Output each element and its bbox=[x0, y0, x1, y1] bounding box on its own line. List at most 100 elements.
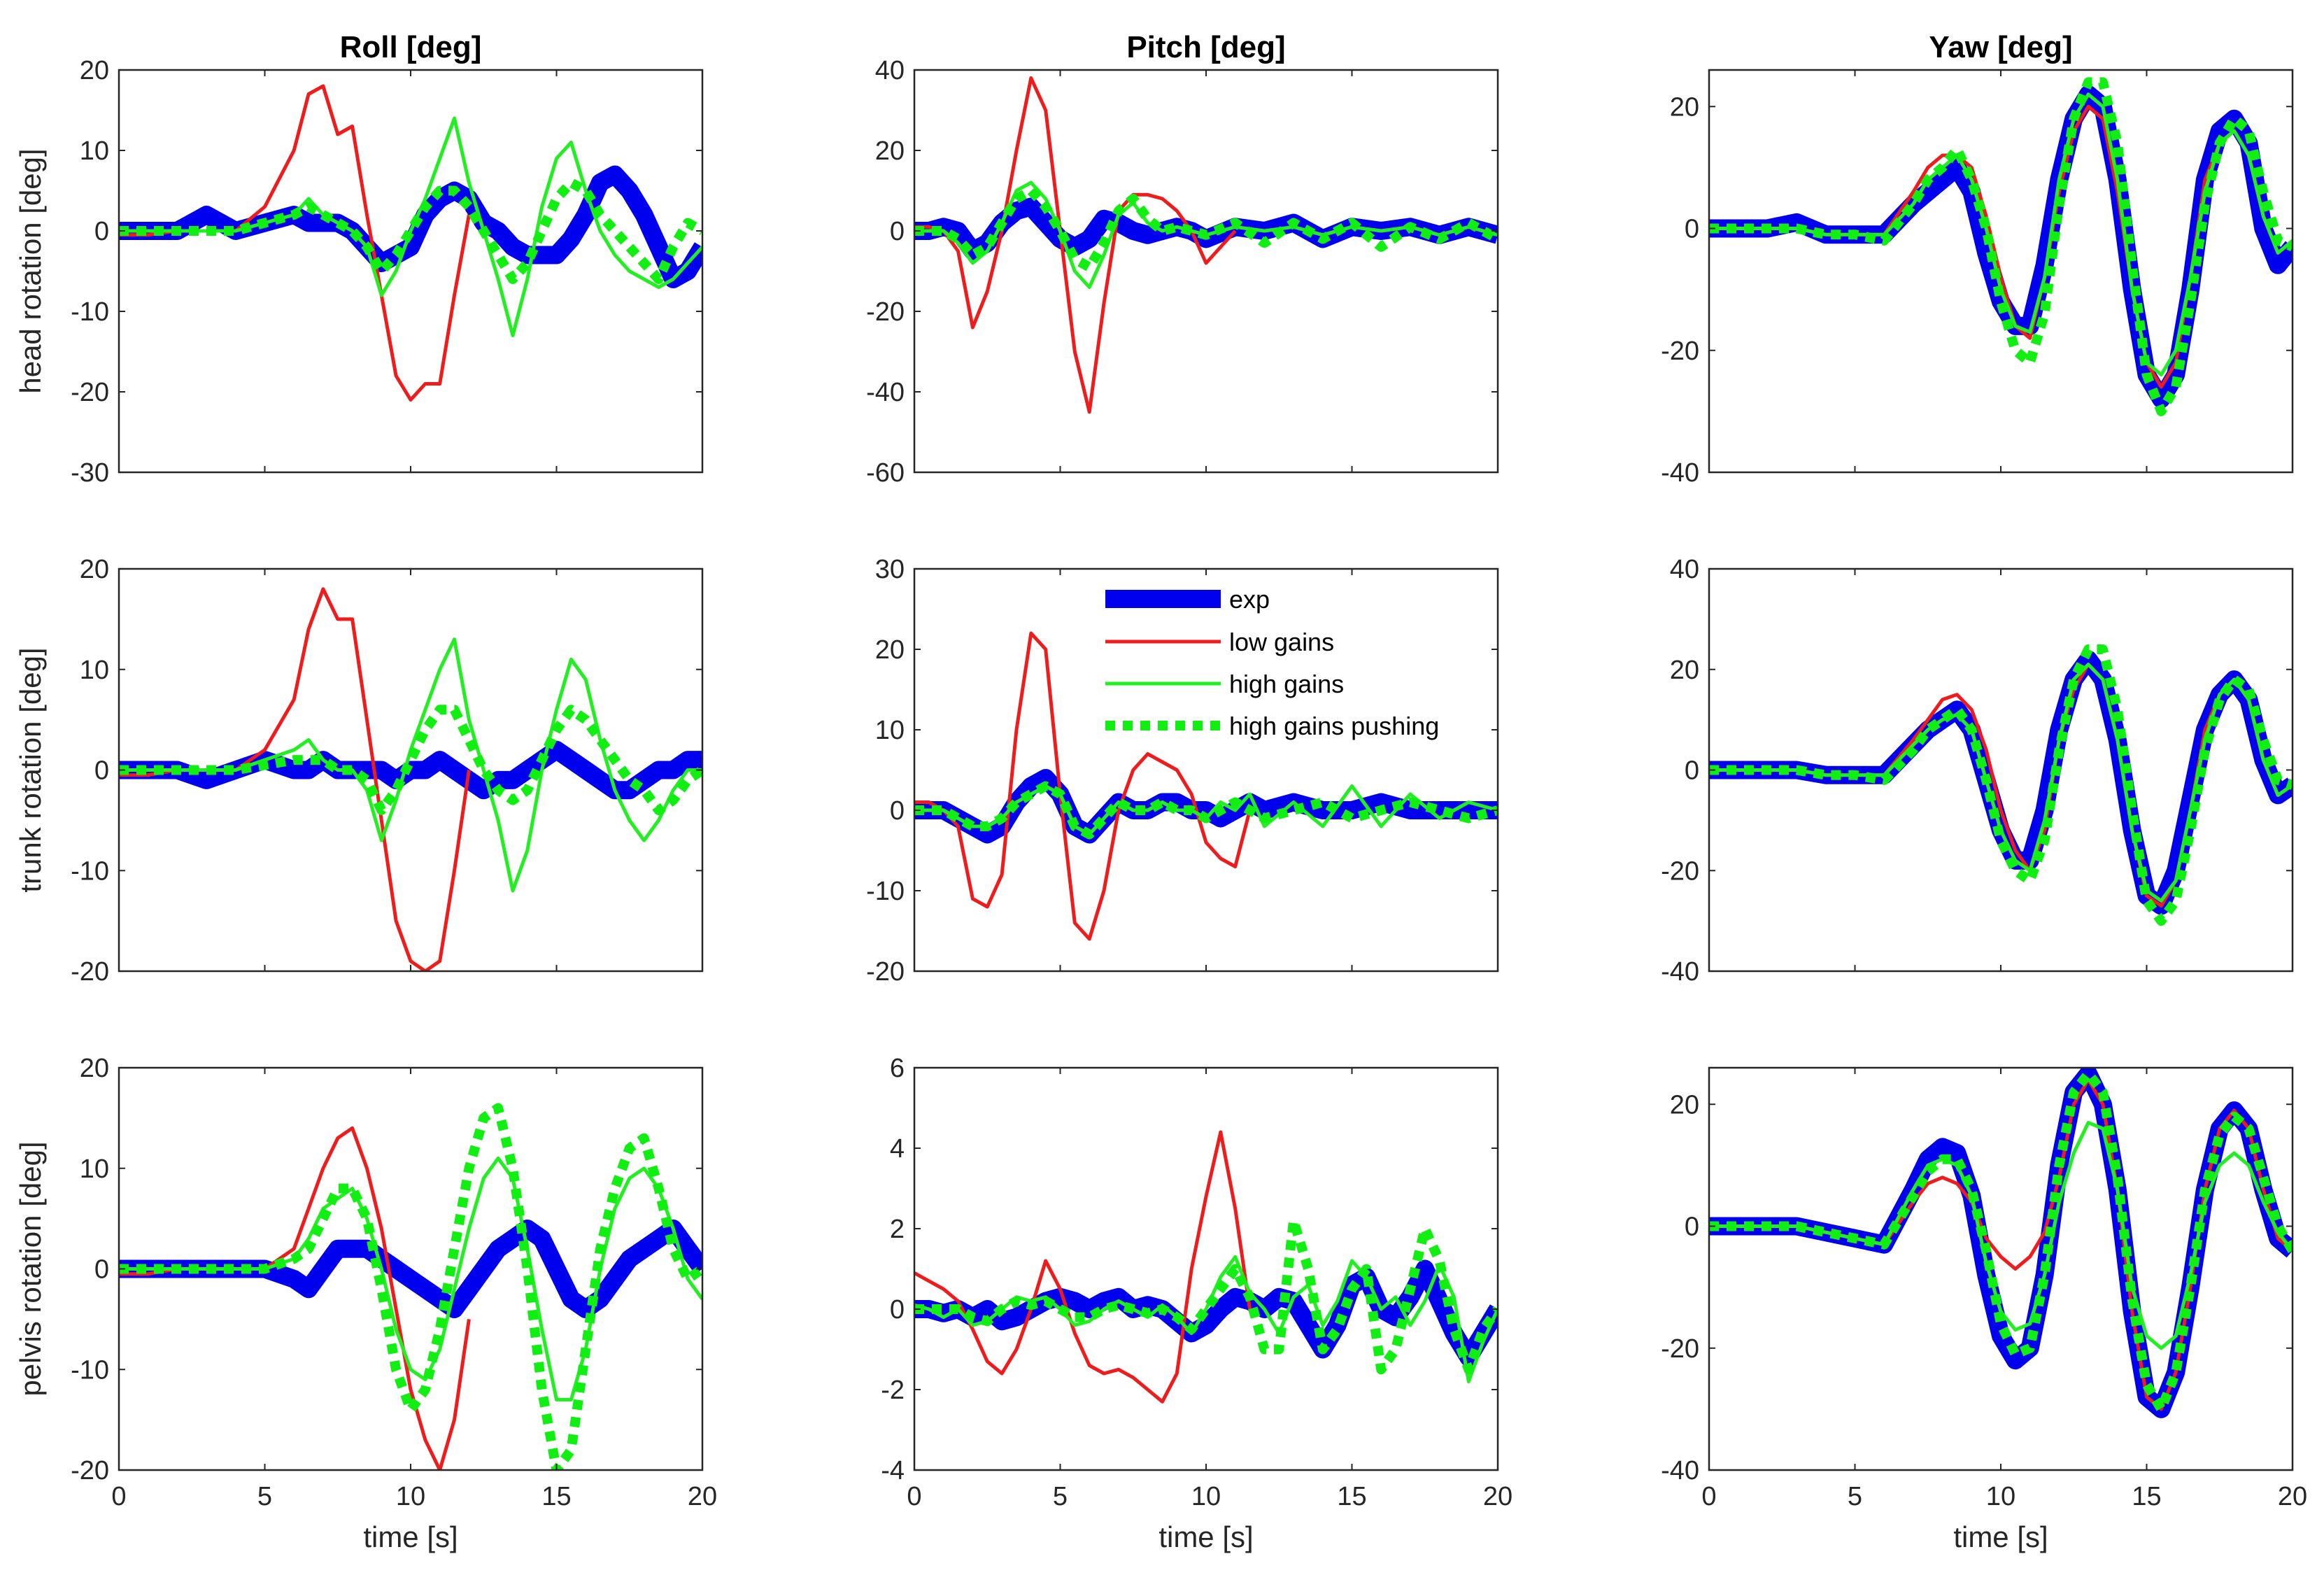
y-tick-label: 10 bbox=[875, 716, 905, 745]
axes-frame bbox=[913, 69, 1499, 474]
x-tick-label: 15 bbox=[1337, 1482, 1366, 1511]
y-tick-label: 20 bbox=[1670, 1090, 1699, 1120]
plot-background bbox=[1709, 1068, 2293, 1470]
x-tick-label: 10 bbox=[1191, 1482, 1221, 1511]
x-tick-label: 15 bbox=[2132, 1482, 2161, 1511]
y-tick-label: 20 bbox=[1670, 92, 1699, 122]
y-tick-label: -20 bbox=[71, 1456, 109, 1485]
y-tick-label: 0 bbox=[94, 756, 109, 786]
y-tick-label: -10 bbox=[71, 1355, 109, 1385]
axes-frame bbox=[118, 567, 704, 973]
y-tick-label: -40 bbox=[866, 378, 905, 407]
y-tick-label: 0 bbox=[1685, 1213, 1699, 1242]
y-tick-label: 20 bbox=[875, 635, 905, 665]
y-tick-label: 40 bbox=[875, 56, 905, 85]
series-group bbox=[914, 631, 1498, 941]
plot-background bbox=[914, 1068, 1498, 1470]
x-tick-label: 5 bbox=[1053, 1482, 1068, 1511]
panel-title: Pitch [deg] bbox=[1126, 30, 1285, 64]
y-tick-label: 0 bbox=[94, 1255, 109, 1285]
series-line-high-gains-pushing bbox=[1709, 1068, 2293, 1414]
series-group bbox=[1709, 1068, 2293, 1418]
y-tick-label: 20 bbox=[80, 56, 109, 85]
y-tick-label: -30 bbox=[71, 458, 109, 488]
y-tick-label: 20 bbox=[1670, 656, 1699, 685]
series-line-high-gains bbox=[914, 784, 1498, 836]
x-tick-label: 0 bbox=[1701, 1482, 1716, 1511]
x-tick-label: 15 bbox=[541, 1482, 571, 1511]
series-line-high-gains-pushing bbox=[914, 1215, 1498, 1375]
y-tick-label: 0 bbox=[94, 217, 109, 246]
y-tick-label: -4 bbox=[881, 1456, 905, 1485]
plot-background bbox=[914, 70, 1498, 472]
series-line-low-gains bbox=[914, 631, 1252, 941]
y-tick-label: 10 bbox=[80, 1154, 109, 1184]
series-line-exp bbox=[119, 1220, 702, 1318]
y-tick-label: 0 bbox=[1685, 756, 1699, 786]
series-line-exp bbox=[119, 740, 702, 800]
series-group bbox=[119, 1103, 702, 1470]
series-line-high-gains-pushing bbox=[119, 705, 702, 815]
axes-frame bbox=[1708, 567, 2294, 973]
y-tick-label: -20 bbox=[71, 378, 109, 407]
y-axis-label: head rotation [deg] bbox=[14, 148, 47, 393]
legend-label-high-gains: high gains bbox=[1229, 670, 1344, 698]
x-tick-label: 5 bbox=[257, 1482, 272, 1511]
y-tick-label: -2 bbox=[881, 1376, 905, 1405]
y-tick-label: -20 bbox=[1661, 1334, 1699, 1364]
series-line-high-gains bbox=[119, 637, 702, 893]
series-group bbox=[914, 76, 1498, 414]
x-tick-label: 0 bbox=[111, 1482, 126, 1511]
x-axis-label: time [s] bbox=[363, 1520, 458, 1553]
legend-label-high-gains-pushing: high gains pushing bbox=[1229, 712, 1439, 740]
legend: exp low gains high gains high gains push… bbox=[1095, 577, 1484, 752]
series-line-high-gains-pushing bbox=[119, 1103, 702, 1470]
subplot-r2-c3: 40 20 0 -20 -40 bbox=[1661, 555, 2294, 987]
legend-entry-high-gains-pushing: high gains pushing bbox=[1105, 712, 1439, 740]
y-tick-label: 2 bbox=[890, 1215, 905, 1244]
axes-frame bbox=[913, 567, 1499, 973]
y-tick-label: 20 bbox=[80, 555, 109, 584]
axes-frame bbox=[118, 69, 704, 474]
y-tick-label: -40 bbox=[1661, 957, 1699, 987]
x-tick-label: 10 bbox=[1986, 1482, 2015, 1511]
y-tick-label: -20 bbox=[866, 297, 905, 327]
series-line-high-gains-pushing bbox=[1709, 77, 2293, 416]
series-line-high-gains-pushing bbox=[119, 178, 702, 284]
y-tick-label: -10 bbox=[866, 877, 905, 906]
y-tick-label: 0 bbox=[890, 217, 905, 246]
axes-frame bbox=[913, 1066, 1499, 1471]
y-tick-label: 0 bbox=[890, 1295, 905, 1325]
x-axis-label: time [s] bbox=[1159, 1520, 1253, 1553]
y-tick-label: -40 bbox=[1661, 458, 1699, 488]
series-group bbox=[119, 84, 702, 402]
series-group bbox=[119, 587, 702, 971]
x-tick-label: 0 bbox=[907, 1482, 921, 1511]
y-tick-label: 0 bbox=[1685, 215, 1699, 244]
y-tick-label: -20 bbox=[71, 957, 109, 987]
subplot-r2-c1: 20 10 0 -10 -20 trunk rotation [deg] bbox=[14, 555, 704, 987]
y-tick-label: 30 bbox=[875, 555, 905, 584]
axes-frame bbox=[118, 1066, 704, 1471]
series-group bbox=[1709, 77, 2293, 416]
x-tick-label: 20 bbox=[688, 1482, 717, 1511]
x-tick-label: 10 bbox=[396, 1482, 425, 1511]
legend-entry-low-gains: low gains bbox=[1105, 628, 1334, 656]
y-axis-label: pelvis rotation [deg] bbox=[14, 1141, 47, 1396]
y-tick-label: -20 bbox=[866, 957, 905, 987]
y-tick-label: -10 bbox=[71, 856, 109, 886]
x-tick-label: 5 bbox=[1848, 1482, 1862, 1511]
y-tick-label: 10 bbox=[80, 136, 109, 166]
series-line-high-gains-pushing bbox=[914, 185, 1498, 272]
plot-background bbox=[119, 70, 702, 472]
y-tick-label: -10 bbox=[71, 297, 109, 327]
y-axis-label: trunk rotation [deg] bbox=[14, 647, 47, 892]
subplot-r3-c1: 0 5 10 15 20 20 10 0 -10 -20 pelvis rotation [deg]… bbox=[14, 1054, 717, 1553]
y-tick-label: 40 bbox=[1670, 555, 1699, 584]
legend-entry-exp: exp bbox=[1105, 585, 1270, 614]
y-tick-label: 6 bbox=[890, 1054, 905, 1083]
y-tick-label: 4 bbox=[890, 1134, 905, 1164]
